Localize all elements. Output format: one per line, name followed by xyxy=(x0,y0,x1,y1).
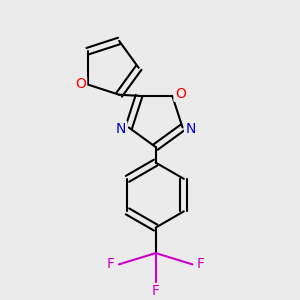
Text: F: F xyxy=(197,257,205,272)
Text: F: F xyxy=(106,257,114,272)
Text: N: N xyxy=(185,122,196,136)
Text: F: F xyxy=(152,284,160,298)
Text: N: N xyxy=(116,122,126,136)
Text: O: O xyxy=(75,77,86,92)
Text: O: O xyxy=(175,87,186,100)
